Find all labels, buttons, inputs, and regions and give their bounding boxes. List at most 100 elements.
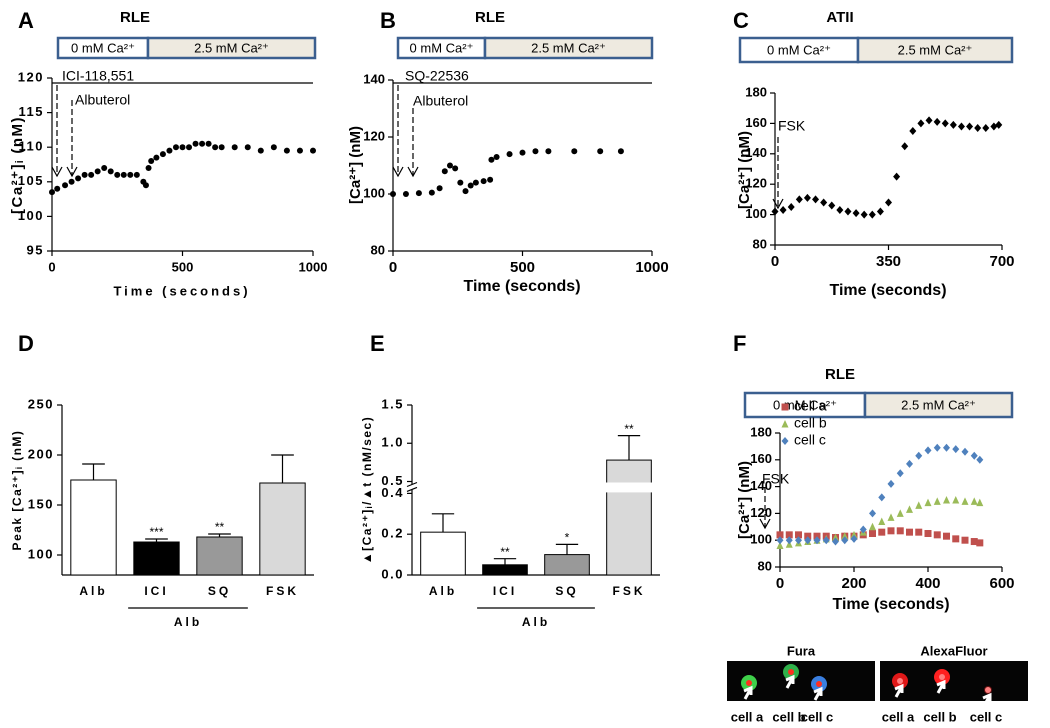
data-point xyxy=(976,498,984,507)
data-point xyxy=(390,191,396,197)
cell-arrow xyxy=(894,683,904,698)
bar xyxy=(606,459,652,576)
panel-title: RLE xyxy=(475,9,505,26)
data-point xyxy=(943,532,950,540)
annotation: Albuterol xyxy=(413,93,468,109)
data-point xyxy=(402,191,409,197)
y-tick-label: 160 xyxy=(745,115,767,130)
cell-blob xyxy=(897,678,903,684)
data-point xyxy=(896,469,904,478)
data-point xyxy=(88,171,95,178)
data-point xyxy=(970,497,978,505)
data-point xyxy=(795,195,803,204)
data-point xyxy=(153,154,160,161)
axis-break xyxy=(406,481,418,488)
x-tick-label: FSK xyxy=(613,584,646,598)
data-point xyxy=(296,147,303,154)
y-tick-label: 140 xyxy=(745,145,767,160)
error-bar xyxy=(431,513,455,533)
y-tick-label: 80 xyxy=(753,236,767,251)
data-point xyxy=(869,530,876,537)
y-tick-label: 95 xyxy=(27,242,44,257)
legend-label: cell a xyxy=(794,398,827,414)
error-bar xyxy=(208,533,231,537)
data-point xyxy=(852,209,860,218)
error-bar xyxy=(555,543,579,555)
data-point xyxy=(917,119,925,128)
error-bar xyxy=(271,454,294,483)
cell-label: cell c xyxy=(801,709,834,724)
x-tick-label: 200 xyxy=(841,575,866,592)
x-tick-label: SQ xyxy=(208,584,231,598)
x-axis-label: Time (seconds) xyxy=(832,596,949,613)
band-box xyxy=(863,391,1014,419)
band-label: 0 mM Ca²⁺ xyxy=(71,40,135,55)
y-axis-label: [Ca²⁺]ᵢ (nM) xyxy=(9,116,26,214)
cell-arrow xyxy=(982,692,992,707)
data-point xyxy=(795,536,802,545)
inset-title: Fura xyxy=(787,643,816,658)
data-point xyxy=(813,536,821,545)
data-point xyxy=(54,185,61,192)
y-tick-label: 100 xyxy=(28,546,54,561)
data-point xyxy=(452,165,459,172)
bar xyxy=(420,531,466,576)
data-point xyxy=(933,117,941,126)
y-tick-label: 100 xyxy=(745,206,767,221)
data-point xyxy=(906,459,913,468)
cell-arrow xyxy=(813,686,823,701)
cell-arrow xyxy=(936,679,946,694)
bar xyxy=(259,482,306,576)
arrow-head xyxy=(392,166,404,178)
data-point xyxy=(107,168,114,175)
group-label: Alb xyxy=(174,615,202,629)
data-point xyxy=(850,530,858,539)
data-point xyxy=(915,528,923,536)
data-point xyxy=(68,178,75,185)
x-tick-label: 0 xyxy=(48,259,55,274)
y-tick-label: 160 xyxy=(750,451,772,466)
data-point xyxy=(776,541,784,550)
legend-marker xyxy=(781,403,789,411)
y-axis-label: ▲[Ca²⁺]ᵢ/▲t (nM/sec) xyxy=(360,416,374,564)
panel-letter: A xyxy=(18,8,34,33)
legend-marker xyxy=(781,437,789,445)
cell-blob xyxy=(816,681,822,687)
data-point xyxy=(462,188,469,195)
cell-label: cell a xyxy=(731,709,764,724)
data-point xyxy=(199,140,206,147)
data-point xyxy=(822,536,830,545)
y-tick-label: 200 xyxy=(28,446,54,461)
data-point xyxy=(192,140,199,147)
data-point xyxy=(949,120,957,129)
data-point xyxy=(990,122,998,131)
cell-label: cell c xyxy=(970,709,1003,724)
y-tick-label: 80 xyxy=(758,558,772,573)
inset-title: AlexaFluor xyxy=(920,643,987,658)
data-point xyxy=(841,532,849,540)
y-tick-label: 1.0 xyxy=(381,435,404,450)
data-point xyxy=(205,140,212,147)
data-point xyxy=(145,164,152,171)
y-axis-label: [Ca²⁺] (nM) xyxy=(347,126,364,204)
data-point xyxy=(270,144,277,151)
cell-label: cell b xyxy=(923,709,956,724)
x-axis-label: Time (seconds) xyxy=(113,283,250,298)
data-point xyxy=(779,206,787,215)
arrow-head xyxy=(772,198,784,210)
x-tick-label: ICI xyxy=(493,584,517,598)
data-point xyxy=(901,142,909,151)
x-axis-label: Time (seconds) xyxy=(829,282,946,299)
y-tick-label: 120 xyxy=(363,128,385,143)
break-gap xyxy=(605,482,653,493)
data-point xyxy=(906,528,913,536)
data-point xyxy=(218,144,225,151)
axis-break xyxy=(406,486,418,492)
data-point xyxy=(467,182,474,189)
data-point xyxy=(436,185,443,192)
x-tick-label: 350 xyxy=(876,253,901,270)
data-point xyxy=(952,535,960,543)
y-tick-label: 105 xyxy=(18,173,44,188)
data-point xyxy=(142,182,149,189)
